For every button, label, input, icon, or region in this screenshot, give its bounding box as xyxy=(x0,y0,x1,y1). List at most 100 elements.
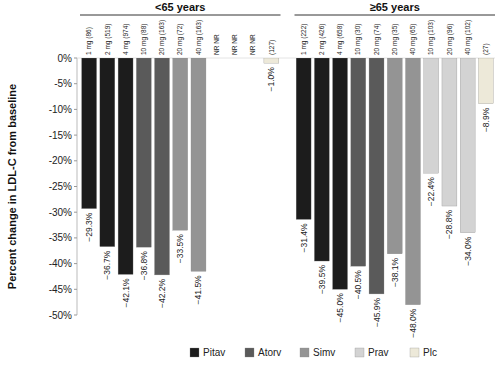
data-label: −41.5% xyxy=(193,275,203,305)
bar xyxy=(191,58,206,271)
category-label: 20 mg (72) xyxy=(176,24,184,55)
y-tick xyxy=(74,83,77,84)
legend-label: Atorv xyxy=(258,347,281,358)
y-tick xyxy=(74,186,77,187)
y-tick-label: -50% xyxy=(49,310,72,321)
legend: Pitav Atorv Simv Prav Plc xyxy=(190,347,437,358)
category-label: 10 mg (88) xyxy=(140,24,148,55)
data-label: −42.2% xyxy=(157,278,167,308)
bar xyxy=(387,58,402,254)
legend-swatch xyxy=(245,348,254,357)
data-label: −28.8% xyxy=(444,210,454,240)
y-tick-label: -15% xyxy=(49,130,72,141)
bar xyxy=(118,58,133,274)
legend-label: Simv xyxy=(313,347,335,358)
data-label: −8.9% xyxy=(481,107,491,132)
category-label: (127) xyxy=(268,40,276,55)
y-tick xyxy=(74,315,77,316)
category-label: 20 mg (96) xyxy=(446,24,454,55)
y-tick-label: -40% xyxy=(49,258,72,269)
data-label: −39.5% xyxy=(317,265,327,295)
bars xyxy=(82,58,494,305)
legend-swatch xyxy=(355,348,364,357)
category-label: 40 mg (163) xyxy=(195,20,203,55)
bar xyxy=(478,58,493,104)
data-label: −33.5% xyxy=(175,234,185,264)
group-bracket xyxy=(80,15,281,16)
group-bracket xyxy=(295,15,496,16)
bar xyxy=(82,58,97,209)
y-tick xyxy=(74,160,77,161)
category-label: 1 mg (222) xyxy=(300,24,308,55)
y-tick-label: -20% xyxy=(49,155,72,166)
category-label: 10 mg (30) xyxy=(354,24,362,55)
category-label: NR NR xyxy=(231,34,238,55)
data-label: −29.3% xyxy=(84,212,94,242)
chart: 0% -5% -10% -15% -20% -25% -30% -35% -40% -45% -50… xyxy=(0,0,500,371)
bar xyxy=(314,58,329,261)
category-label: 4 mg (658) xyxy=(336,24,344,55)
group-label: <65 years xyxy=(155,1,205,13)
y-axis-title: Percent change in LDL-C from baseline xyxy=(6,84,18,289)
legend-swatch xyxy=(190,348,199,357)
legend-label: Plc xyxy=(423,347,437,358)
data-label: −22.4% xyxy=(426,177,436,207)
bar xyxy=(155,58,170,275)
category-label: NR NR xyxy=(249,34,256,55)
data-label: −31.4% xyxy=(299,223,309,253)
data-label: −42.1% xyxy=(121,278,131,308)
category-label: 40 mg (65) xyxy=(409,24,417,55)
category-label: 40 mg (102) xyxy=(464,20,472,55)
bar xyxy=(264,58,279,63)
y-tick-label: -25% xyxy=(49,181,72,192)
bar xyxy=(406,58,421,305)
bar xyxy=(173,58,188,230)
data-label: −45.0% xyxy=(335,293,345,323)
bar xyxy=(460,58,475,233)
category-label: 1 mg (86) xyxy=(85,27,93,55)
data-label: −45.9% xyxy=(372,297,382,327)
category-label: 4 mg (974) xyxy=(122,24,130,55)
y-tick xyxy=(74,109,77,110)
bar xyxy=(136,58,151,247)
bar xyxy=(296,58,311,219)
y-tick-label: 0% xyxy=(58,53,73,64)
category-label: 20 mg (74) xyxy=(373,24,381,55)
category-label: NR NR xyxy=(213,34,220,55)
bar xyxy=(442,58,457,206)
category-label: 20 mg (35) xyxy=(391,24,399,55)
data-label: −36.7% xyxy=(102,250,112,280)
legend-swatch xyxy=(410,348,419,357)
y-tick-label: -35% xyxy=(49,232,72,243)
y-tick xyxy=(74,263,77,264)
y-tick-label: -30% xyxy=(49,207,72,218)
legend-label: Pitav xyxy=(203,347,225,358)
data-label: −34.0% xyxy=(463,236,473,266)
y-tick xyxy=(74,135,77,136)
bar xyxy=(369,58,384,294)
y-tick-label: -45% xyxy=(49,284,72,295)
category-label: 10 mg (103) xyxy=(427,20,435,55)
category-label: 20 mg (163) xyxy=(158,20,166,55)
y-tick xyxy=(74,289,77,290)
category-label: 2 mg (519) xyxy=(104,24,112,55)
bar xyxy=(424,58,439,173)
data-label: −40.5% xyxy=(353,270,363,300)
category-label: 2 mg (426) xyxy=(318,24,326,55)
bar xyxy=(100,58,115,247)
legend-label: Prav xyxy=(368,347,389,358)
y-tick-label: -10% xyxy=(49,104,72,115)
y-tick xyxy=(74,58,77,59)
data-label: −1.0% xyxy=(266,67,276,92)
group-label: ≥65 years xyxy=(370,1,420,13)
bar xyxy=(333,58,348,289)
y-tick xyxy=(74,237,77,238)
data-label: −36.8% xyxy=(139,251,149,281)
data-label: −38.1% xyxy=(390,257,400,287)
bar xyxy=(351,58,366,266)
legend-swatch xyxy=(300,348,309,357)
data-label: −48.0% xyxy=(408,308,418,338)
data-labels: −29.3% −36.7% −42.1% −31.4% −39.5% −45.0% −36.… xyxy=(84,67,491,338)
category-label: (27) xyxy=(482,43,490,55)
y-tick-label: -5% xyxy=(54,78,72,89)
